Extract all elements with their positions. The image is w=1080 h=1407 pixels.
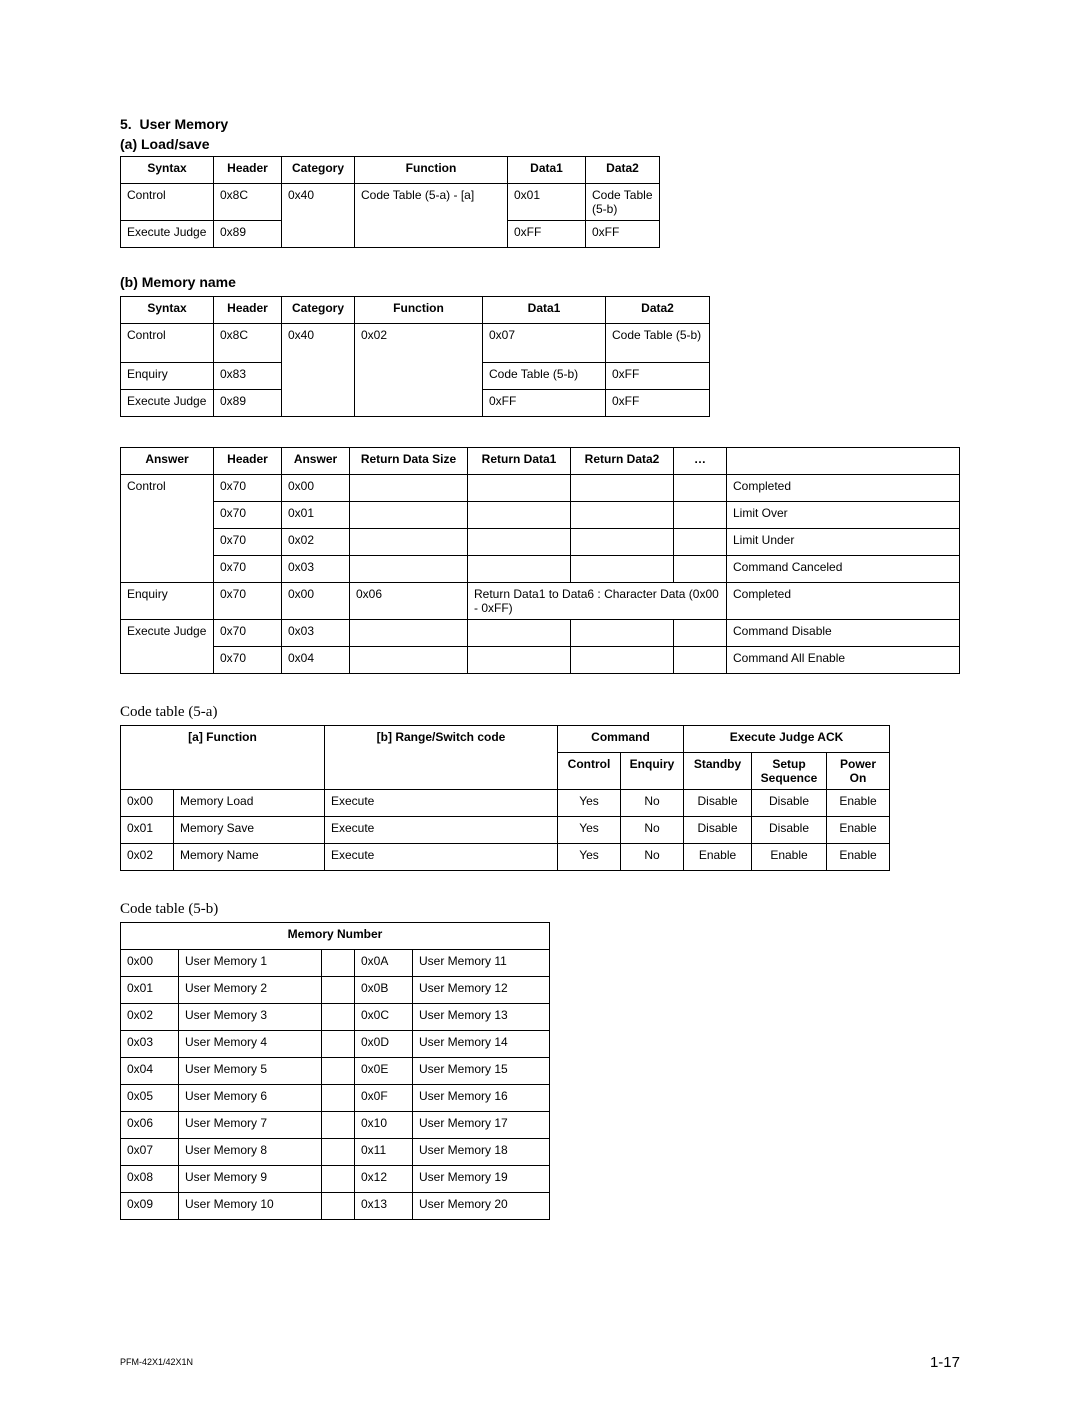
table-memoryname: Syntax Header Category Function Data1 Da…: [120, 296, 710, 417]
table-cell: [322, 1139, 355, 1166]
table-cell: 0x06: [121, 1112, 179, 1139]
table-cell: 0x0E: [355, 1058, 413, 1085]
footer-model: PFM-42X1/42X1N: [120, 1357, 193, 1367]
table-cell: User Memory 14: [413, 1031, 550, 1058]
footer-page: 1-17: [930, 1354, 960, 1371]
table-cell: 0x0C: [355, 1004, 413, 1031]
table-cell: [322, 1193, 355, 1220]
table-cell: User Memory 11: [413, 950, 550, 977]
table-cell: 0x0A: [355, 950, 413, 977]
table-cell: 0x0F: [355, 1085, 413, 1112]
table-cell: User Memory 20: [413, 1193, 550, 1220]
table-cell: User Memory 1: [179, 950, 322, 977]
table-cell: User Memory 6: [179, 1085, 322, 1112]
table-cell: User Memory 13: [413, 1004, 550, 1031]
table-cell: [322, 1166, 355, 1193]
table-cell: 0x05: [121, 1085, 179, 1112]
table-code5b: Memory Number 0x00User Memory 10x0AUser …: [120, 922, 550, 1220]
table-cell: 0x02: [121, 1004, 179, 1031]
subsection-a: (a) Load/save: [120, 136, 960, 152]
table-cell: [322, 1031, 355, 1058]
table-cell: User Memory 4: [179, 1031, 322, 1058]
table-cell: 0x09: [121, 1193, 179, 1220]
code5a-title: Code table (5-a): [120, 704, 960, 721]
table-cell: User Memory 18: [413, 1139, 550, 1166]
table-answer: Answer Header Answer Return Data Size Re…: [120, 447, 960, 674]
page: 5. User Memory (a) Load/save Syntax Head…: [0, 0, 1080, 1407]
table-cell: [322, 1112, 355, 1139]
table-cell: [322, 1085, 355, 1112]
table-cell: 0x03: [121, 1031, 179, 1058]
table-cell: 0x00: [121, 950, 179, 977]
table-cell: 0x08: [121, 1166, 179, 1193]
table-cell: User Memory 7: [179, 1112, 322, 1139]
table-cell: [322, 1004, 355, 1031]
table-cell: 0x13: [355, 1193, 413, 1220]
subsection-b: (b) Memory name: [120, 274, 960, 290]
table-cell: User Memory 9: [179, 1166, 322, 1193]
table-code5a: [a] Function [b] Range/Switch code Comma…: [120, 725, 890, 871]
code5b-title: Code table (5-b): [120, 901, 960, 918]
table-cell: 0x10: [355, 1112, 413, 1139]
table-cell: User Memory 5: [179, 1058, 322, 1085]
table-cell: User Memory 2: [179, 977, 322, 1004]
table-cell: 0x0D: [355, 1031, 413, 1058]
table-cell: 0x04: [121, 1058, 179, 1085]
table-cell: User Memory 12: [413, 977, 550, 1004]
table-cell: 0x01: [121, 977, 179, 1004]
table-cell: User Memory 17: [413, 1112, 550, 1139]
table-cell: 0x11: [355, 1139, 413, 1166]
table-cell: 0x12: [355, 1166, 413, 1193]
section-num: 5.: [120, 116, 132, 132]
table-cell: 0x07: [121, 1139, 179, 1166]
table-cell: User Memory 16: [413, 1085, 550, 1112]
table-cell: [322, 1058, 355, 1085]
table-cell: User Memory 10: [179, 1193, 322, 1220]
table-cell: 0x0B: [355, 977, 413, 1004]
table-loadsave: Syntax Header Category Function Data1 Da…: [120, 156, 660, 248]
table-cell: [322, 977, 355, 1004]
table-cell: User Memory 19: [413, 1166, 550, 1193]
table-cell: User Memory 15: [413, 1058, 550, 1085]
table-cell: User Memory 8: [179, 1139, 322, 1166]
section-title: 5. User Memory: [120, 116, 960, 132]
table-cell: [322, 950, 355, 977]
table-cell: User Memory 3: [179, 1004, 322, 1031]
